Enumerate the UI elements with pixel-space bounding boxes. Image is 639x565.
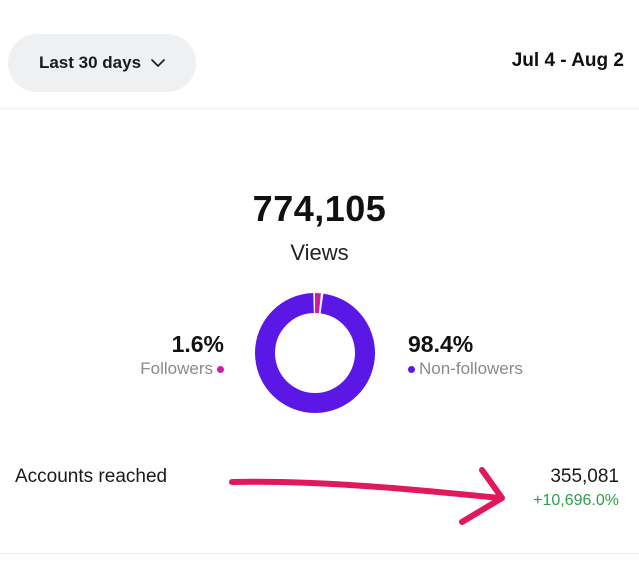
accounts-reached-value: 355,081: [550, 466, 619, 487]
accounts-reached-label: Accounts reached: [15, 466, 168, 487]
views-label: Views: [290, 240, 349, 265]
divider: [0, 108, 639, 109]
date-range-dropdown-label: Last 30 days: [38, 53, 142, 72]
divider: [0, 553, 639, 554]
views-donut-chart: [255, 293, 375, 413]
accounts-reached-change: +10,696.0%: [533, 492, 619, 509]
views-total: 774,105: [252, 188, 387, 229]
followers-percent: 1.6%: [171, 331, 224, 357]
non-followers-percent: 98.4%: [408, 331, 474, 357]
followers-legend: Followers: [140, 358, 224, 380]
header: Last 30 days Jul 4 - Aug 2: [0, 0, 639, 110]
donut-segment-followers: [255, 293, 375, 413]
donut-segment-non-followers: [255, 293, 375, 413]
non-followers-stat: 98.4% Non-followers: [408, 330, 523, 380]
date-range-dropdown[interactable]: Last 30 days: [8, 34, 196, 92]
non-followers-legend: Non-followers: [408, 358, 523, 380]
followers-stat: 1.6% Followers: [140, 330, 224, 380]
date-range-text: Jul 4 - Aug 2: [511, 50, 624, 71]
followers-dot-icon: [217, 365, 224, 373]
chevron-down-icon: [151, 59, 165, 67]
followers-legend-label: Followers: [140, 359, 213, 378]
non-followers-legend-label: Non-followers: [419, 359, 523, 378]
non-followers-dot-icon: [408, 365, 415, 373]
